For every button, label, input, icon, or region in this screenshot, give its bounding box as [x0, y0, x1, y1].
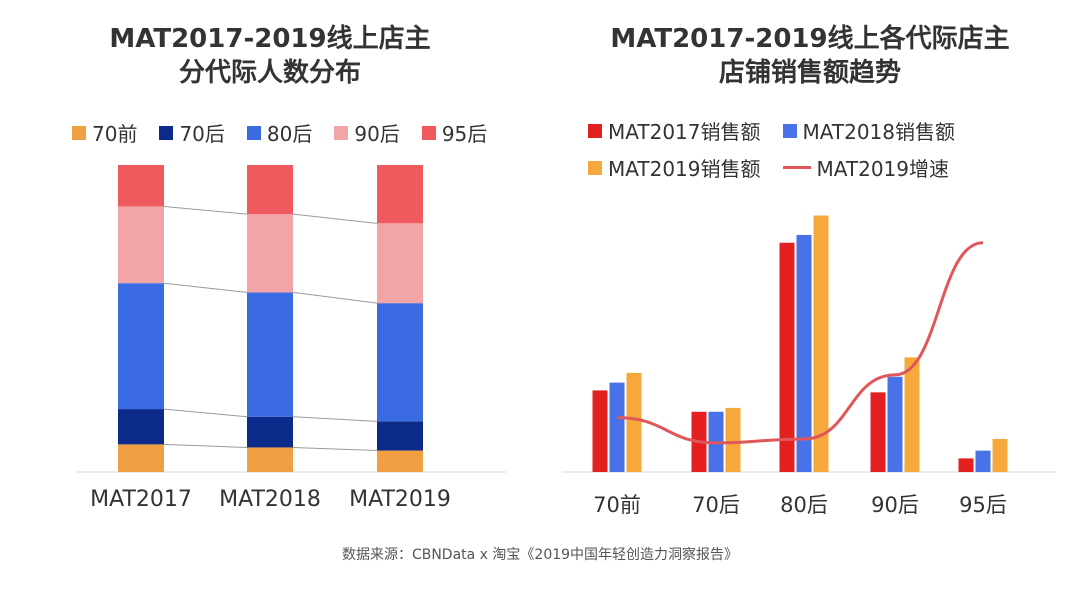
left-legend-label-95后: 95后	[441, 122, 488, 146]
right-bar-90后-mat2019销售额	[904, 357, 920, 472]
left-connector-line	[163, 408, 248, 418]
left-chart-title: MAT2017-2019线上店主 分代际人数分布	[0, 22, 540, 90]
right-bar-95后-mat2019销售额	[992, 438, 1008, 472]
left-legend-label-70后: 70后	[179, 122, 225, 146]
right-legend-swatch-mat2019增速	[782, 166, 811, 169]
left-bar-mat2017-95后	[118, 165, 164, 207]
right-chart-title-line-2: 店铺销售额趋势	[718, 58, 901, 88]
left-bar-mat2018-70前	[247, 447, 293, 472]
left-legend-label-70前: 70前	[92, 122, 138, 146]
right-bar-80后-mat2018销售额	[796, 234, 812, 472]
right-legend-swatch-mat2017销售额	[588, 123, 602, 138]
right-x-tick-label: 95后	[959, 493, 1007, 517]
left-bar-mat2017-70后	[118, 409, 164, 445]
left-bar-mat2018-70后	[247, 416, 293, 448]
left-bar-mat2019-90后	[377, 223, 423, 304]
left-legend-item-95后: 95后	[421, 118, 488, 147]
right-x-tick-label: 90后	[871, 493, 919, 517]
right-growth-line	[616, 241, 984, 445]
right-legend-item-mat2019增速: MAT2019增速	[782, 153, 950, 182]
data-source-note: 数据来源：CBNData x 淘宝《2019中国年轻创造力洞察报告》	[341, 547, 739, 563]
right-legend-label-mat2017销售额: MAT2017销售额	[608, 120, 761, 144]
left-legend-swatch-70后	[159, 125, 174, 140]
left-chart-title-line-2: 分代际人数分布	[178, 58, 361, 88]
left-chart-panel: MAT2017-2019线上店主 分代际人数分布 70前 70后 80后 90后 95后…	[0, 22, 540, 512]
left-connector-line	[163, 282, 248, 293]
left-chart-title-line-1: MAT2017-2019线上店主	[109, 24, 431, 54]
left-connector-line	[292, 446, 378, 452]
right-legend-item-mat2019销售额: MAT2019销售额	[588, 153, 761, 182]
right-bar-95后-mat2018销售额	[975, 450, 991, 472]
right-x-tick-label: 70前	[593, 493, 641, 517]
left-bar-mat2019-95后	[377, 165, 423, 224]
left-legend-item-70前: 70前	[72, 118, 137, 147]
right-chart-title-line-1: MAT2017-2019线上各代际店主	[610, 24, 1010, 54]
left-x-tick-label: MAT2018	[219, 487, 321, 512]
left-bar-mat2019-80后	[377, 303, 423, 422]
right-legend-item-mat2018销售额: MAT2018销售额	[782, 116, 956, 145]
left-bar-mat2019-70后	[377, 421, 423, 451]
left-legend-swatch-70前	[72, 125, 86, 140]
left-legend-swatch-95后	[421, 125, 436, 140]
left-legend-item-90后: 90后	[334, 118, 400, 147]
left-bar-mat2018-80后	[247, 292, 293, 417]
left-legend-swatch-80后	[246, 125, 261, 140]
right-legend-item-mat2017销售额: MAT2017销售额	[588, 116, 761, 145]
right-x-tick-label: 80后	[780, 493, 828, 517]
right-bar-70前-mat2017销售额	[592, 390, 608, 472]
right-bar-70前-mat2018销售额	[609, 382, 625, 472]
left-bar-mat2018-90后	[247, 214, 293, 293]
left-chart-legend: 70前 70后 80后 90后 95后	[72, 118, 532, 147]
left-bar-mat2018-95后	[247, 165, 293, 215]
left-connector-line	[163, 443, 248, 448]
left-connector-line	[292, 416, 378, 422]
right-chart-legend: MAT2017销售额 MAT2018销售额 MAT2019销售额 MAT2019增速	[588, 116, 1068, 182]
right-bar-90后-mat2017销售额	[870, 392, 886, 472]
right-bar-70后-mat2019销售额	[725, 407, 741, 472]
right-legend-label-mat2019销售额: MAT2019销售额	[608, 157, 761, 181]
right-bar-95后-mat2017销售额	[958, 458, 974, 472]
left-bar-mat2017-70前	[118, 444, 164, 472]
left-chart-plot: MAT2017 MAT2018 MAT2019	[76, 165, 506, 512]
left-bar-mat2017-90后	[118, 206, 164, 284]
right-bar-80后-mat2017销售额	[779, 242, 795, 472]
left-legend-item-70后: 70后	[159, 118, 225, 147]
right-bar-80后-mat2019销售额	[813, 215, 829, 473]
left-legend-label-80后: 80后	[266, 122, 313, 146]
right-chart-title: MAT2017-2019线上各代际店主 店铺销售额趋势	[540, 22, 1080, 90]
right-legend-swatch-mat2018销售额	[782, 123, 797, 138]
left-connector-line	[163, 205, 248, 215]
right-x-tick-label: 70后	[692, 493, 740, 517]
right-chart-plot: 70前 70后 80后 90后 95后	[562, 215, 1056, 517]
right-legend-swatch-mat2019销售额	[588, 160, 602, 175]
left-x-tick-label: MAT2017	[90, 487, 192, 512]
left-connector-line	[292, 213, 378, 224]
left-connector-line	[292, 291, 378, 304]
left-x-tick-label: MAT2019	[349, 487, 451, 512]
right-chart-panel: MAT2017-2019线上各代际店主 店铺销售额趋势 MAT2017销售额 MA…	[540, 0, 1080, 597]
left-legend-label-90后: 90后	[354, 122, 400, 146]
left-bar-mat2019-70前	[377, 450, 423, 472]
right-legend-label-mat2018销售额: MAT2018销售额	[802, 120, 956, 144]
right-legend-label-mat2019增速: MAT2019增速	[816, 157, 950, 181]
right-bar-90后-mat2018销售额	[887, 376, 903, 472]
left-bar-mat2017-80后	[118, 283, 164, 410]
right-bar-70前-mat2019销售额	[626, 372, 642, 472]
left-legend-swatch-90后	[334, 125, 349, 140]
left-legend-item-80后: 80后	[246, 118, 313, 147]
